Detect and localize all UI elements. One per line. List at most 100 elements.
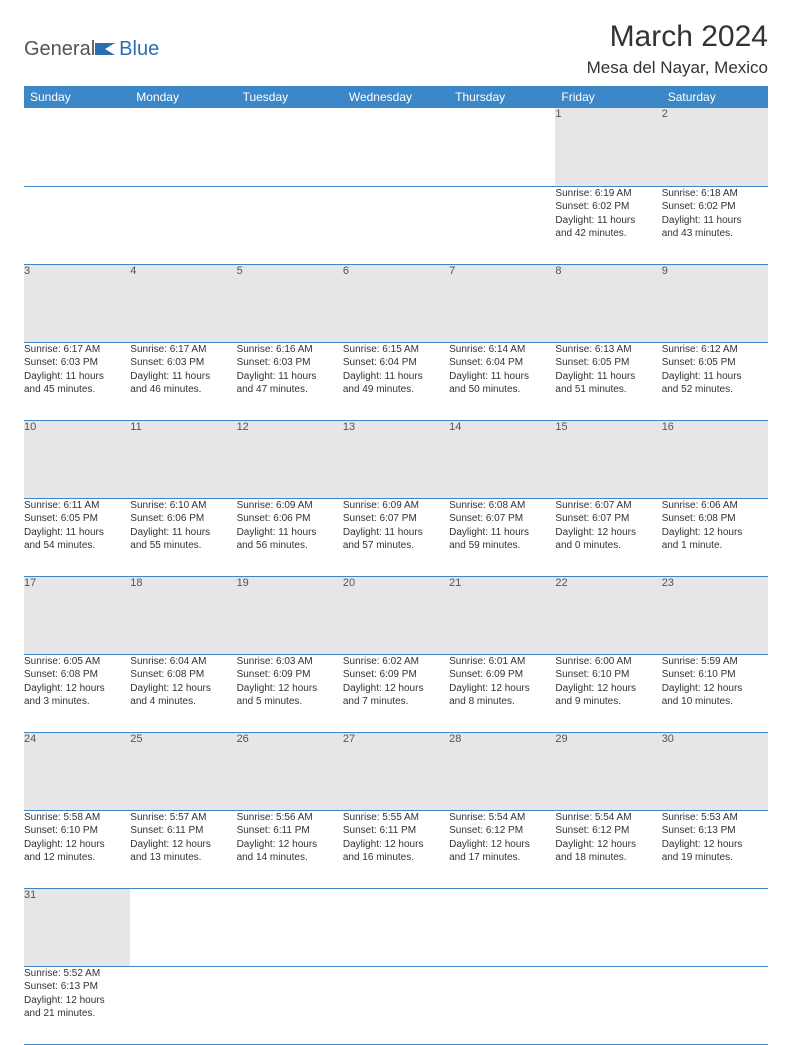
day-detail-line: Sunset: 6:03 PM [24, 356, 130, 370]
day-number-cell [662, 888, 768, 966]
day-detail-line: Sunrise: 6:13 AM [555, 343, 661, 357]
day-detail-line: and 19 minutes. [662, 851, 768, 865]
day-content-cell: Sunrise: 6:05 AMSunset: 6:08 PMDaylight:… [24, 654, 130, 732]
day-detail-line: Sunset: 6:13 PM [24, 980, 130, 994]
title-block: March 2024 Mesa del Nayar, Mexico [587, 20, 768, 78]
day-detail-line: Sunrise: 6:19 AM [555, 187, 661, 201]
day-detail-line: and 0 minutes. [555, 539, 661, 553]
calendar-table: Sunday Monday Tuesday Wednesday Thursday… [24, 86, 768, 1045]
day-content-cell [343, 186, 449, 264]
day-content-cell: Sunrise: 6:03 AMSunset: 6:09 PMDaylight:… [237, 654, 343, 732]
day-detail-line: and 8 minutes. [449, 695, 555, 709]
day-number-cell: 7 [449, 264, 555, 342]
day-detail-line: Sunrise: 6:00 AM [555, 655, 661, 669]
day-detail-line: Sunset: 6:08 PM [24, 668, 130, 682]
day-detail-line: Daylight: 12 hours [343, 838, 449, 852]
day-detail-line: Sunrise: 6:17 AM [24, 343, 130, 357]
day-content-cell: Sunrise: 5:58 AMSunset: 6:10 PMDaylight:… [24, 810, 130, 888]
day-detail-line: and 46 minutes. [130, 383, 236, 397]
day-detail-line: Daylight: 12 hours [555, 682, 661, 696]
day-detail-line: Daylight: 12 hours [449, 682, 555, 696]
day-detail-line: Sunrise: 5:57 AM [130, 811, 236, 825]
day-detail-line: Sunset: 6:13 PM [662, 824, 768, 838]
day-detail-line: Sunset: 6:11 PM [130, 824, 236, 838]
day-detail-line: and 10 minutes. [662, 695, 768, 709]
calendar-body: 12Sunrise: 6:19 AMSunset: 6:02 PMDayligh… [24, 108, 768, 1044]
day-detail-line: Sunset: 6:10 PM [662, 668, 768, 682]
day-number-cell: 15 [555, 420, 661, 498]
logo-text-1: General [24, 38, 95, 61]
day-detail-line: Sunset: 6:09 PM [343, 668, 449, 682]
day-header: Wednesday [343, 86, 449, 108]
day-number-cell: 25 [130, 732, 236, 810]
day-detail-line: Sunset: 6:03 PM [237, 356, 343, 370]
day-detail-line: Sunrise: 5:55 AM [343, 811, 449, 825]
day-detail-line: Sunrise: 6:07 AM [555, 499, 661, 513]
day-content-cell: Sunrise: 5:59 AMSunset: 6:10 PMDaylight:… [662, 654, 768, 732]
day-number-cell: 27 [343, 732, 449, 810]
day-detail-line: Sunset: 6:08 PM [662, 512, 768, 526]
day-detail-line: and 17 minutes. [449, 851, 555, 865]
day-detail-line: and 4 minutes. [130, 695, 236, 709]
day-detail-line: Daylight: 11 hours [662, 214, 768, 228]
day-content-cell: Sunrise: 6:09 AMSunset: 6:06 PMDaylight:… [237, 498, 343, 576]
day-detail-line: Sunrise: 6:18 AM [662, 187, 768, 201]
day-content-cell: Sunrise: 5:52 AMSunset: 6:13 PMDaylight:… [24, 966, 130, 1044]
day-detail-line: Sunrise: 6:15 AM [343, 343, 449, 357]
day-detail-line: and 16 minutes. [343, 851, 449, 865]
day-detail-line: Daylight: 12 hours [237, 682, 343, 696]
day-content-cell [662, 966, 768, 1044]
day-detail-line: Sunset: 6:08 PM [130, 668, 236, 682]
day-number-cell [24, 108, 130, 186]
day-number-cell: 20 [343, 576, 449, 654]
day-detail-line: Sunset: 6:05 PM [555, 356, 661, 370]
day-detail-line: Sunset: 6:12 PM [555, 824, 661, 838]
day-content-cell: Sunrise: 5:57 AMSunset: 6:11 PMDaylight:… [130, 810, 236, 888]
day-number-cell [343, 888, 449, 966]
day-detail-line: Sunset: 6:06 PM [237, 512, 343, 526]
day-detail-line: and 12 minutes. [24, 851, 130, 865]
day-detail-line: Daylight: 12 hours [24, 682, 130, 696]
day-header: Monday [130, 86, 236, 108]
day-detail-line: Sunset: 6:12 PM [449, 824, 555, 838]
logo-flag-icon [95, 41, 117, 57]
day-number-cell: 12 [237, 420, 343, 498]
day-content-cell: Sunrise: 6:18 AMSunset: 6:02 PMDaylight:… [662, 186, 768, 264]
day-detail-line: and 14 minutes. [237, 851, 343, 865]
day-number-cell: 8 [555, 264, 661, 342]
day-detail-line: Sunrise: 5:52 AM [24, 967, 130, 981]
week-content-row: Sunrise: 5:52 AMSunset: 6:13 PMDaylight:… [24, 966, 768, 1044]
day-detail-line: Daylight: 12 hours [662, 682, 768, 696]
day-content-cell: Sunrise: 5:54 AMSunset: 6:12 PMDaylight:… [555, 810, 661, 888]
day-number-cell: 17 [24, 576, 130, 654]
day-detail-line: Daylight: 11 hours [343, 526, 449, 540]
day-detail-line: and 5 minutes. [237, 695, 343, 709]
day-detail-line: Sunset: 6:05 PM [662, 356, 768, 370]
day-detail-line: and 1 minute. [662, 539, 768, 553]
day-detail-line: Sunrise: 6:04 AM [130, 655, 236, 669]
day-header: Thursday [449, 86, 555, 108]
day-number-cell: 10 [24, 420, 130, 498]
day-detail-line: and 21 minutes. [24, 1007, 130, 1021]
day-number-cell [130, 888, 236, 966]
day-number-cell [130, 108, 236, 186]
day-detail-line: Sunrise: 5:54 AM [555, 811, 661, 825]
day-number-cell [237, 888, 343, 966]
day-header: Saturday [662, 86, 768, 108]
day-detail-line: and 7 minutes. [343, 695, 449, 709]
day-detail-line: Daylight: 11 hours [24, 526, 130, 540]
day-content-cell: Sunrise: 5:55 AMSunset: 6:11 PMDaylight:… [343, 810, 449, 888]
week-number-row: 24252627282930 [24, 732, 768, 810]
day-number-cell: 16 [662, 420, 768, 498]
day-content-cell [130, 186, 236, 264]
week-content-row: Sunrise: 6:17 AMSunset: 6:03 PMDaylight:… [24, 342, 768, 420]
day-detail-line: Daylight: 11 hours [555, 370, 661, 384]
day-number-cell: 19 [237, 576, 343, 654]
day-content-cell: Sunrise: 6:04 AMSunset: 6:08 PMDaylight:… [130, 654, 236, 732]
day-detail-line: Sunset: 6:09 PM [449, 668, 555, 682]
day-detail-line: and 47 minutes. [237, 383, 343, 397]
day-detail-line: Sunrise: 5:59 AM [662, 655, 768, 669]
day-detail-line: Sunrise: 6:16 AM [237, 343, 343, 357]
day-content-cell [343, 966, 449, 1044]
day-number-cell: 14 [449, 420, 555, 498]
